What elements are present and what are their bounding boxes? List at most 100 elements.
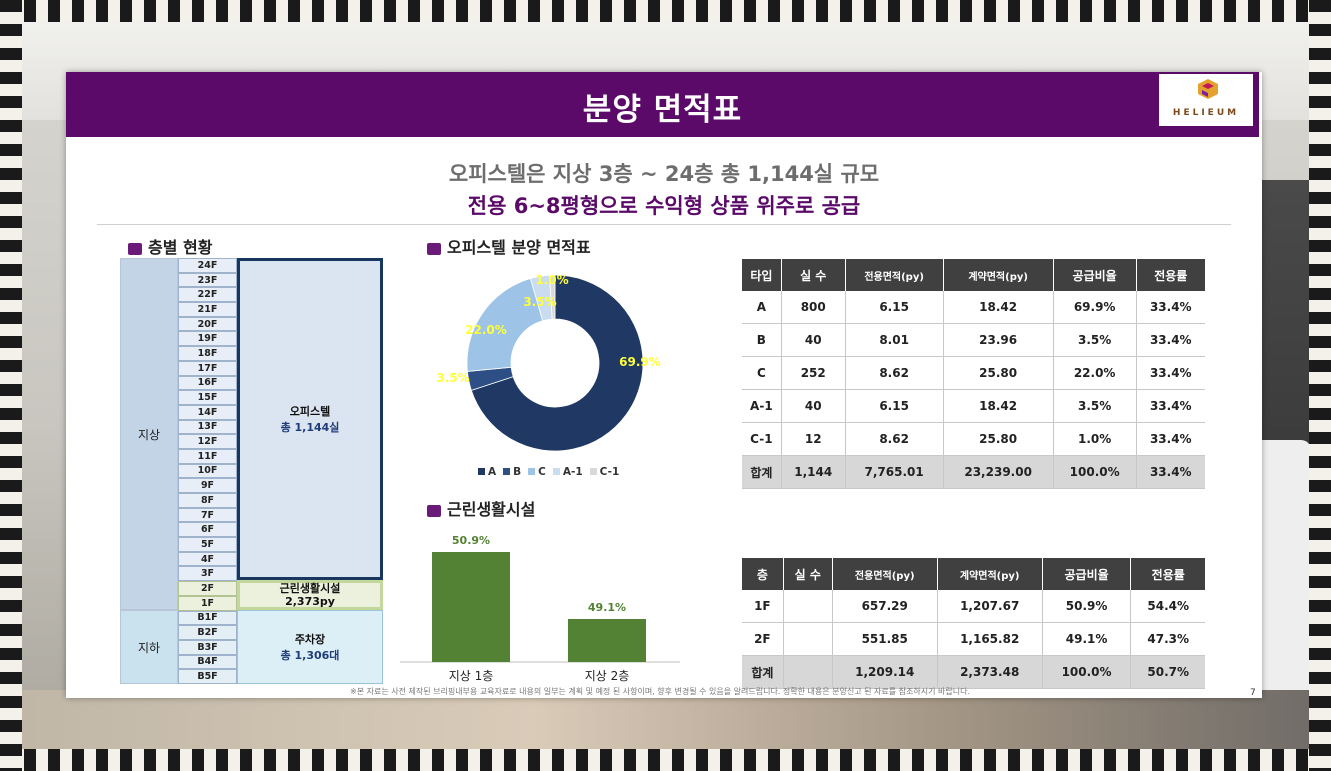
- section-office-title: 오피스텔 분양 면적표: [447, 238, 591, 257]
- section-office: 오피스텔 분양 면적표: [427, 234, 591, 258]
- section-floors-title: 층별 현황: [148, 238, 213, 257]
- floor-cell-11f: 11F: [178, 448, 237, 464]
- brand-logo: HELIEUM: [1159, 74, 1253, 126]
- table-cell: 40: [781, 323, 846, 357]
- divider: [97, 224, 1231, 225]
- headline-2: 전용 6~8평형으로 수익형 상품 위주로 공급: [467, 194, 861, 218]
- table-cell: [783, 622, 833, 656]
- table-cell: 2F: [742, 622, 784, 656]
- donut-label-a-1: 3.5%: [523, 295, 556, 309]
- slide-title: 분양 면적표: [582, 92, 743, 128]
- floor-cell-17f: 17F: [178, 360, 237, 376]
- table-cell: 8.62: [845, 422, 944, 456]
- table-cell: 33.4%: [1136, 323, 1205, 357]
- donut-label-b: 3.5%: [436, 371, 469, 385]
- frame-border-left: [0, 0, 22, 771]
- legend-swatch: [478, 468, 485, 475]
- bar-category-label-1: 지상 1층: [449, 669, 494, 683]
- headline-1: 오피스텔은 지상 3층 ~ 24층 총 1,144실 규모: [448, 162, 880, 186]
- table-row: B 40 8.01 23.96 3.5% 33.4%: [742, 323, 1205, 357]
- retail-table-header-3: 계약면적(py): [937, 558, 1043, 590]
- donut-legend: A B C A-1 C-1: [478, 466, 626, 478]
- legend-item-c-1: C-1: [589, 466, 619, 478]
- office-count: 총 1,144실: [280, 421, 340, 434]
- table-cell: 1,165.82: [937, 622, 1043, 656]
- table-cell: 69.9%: [1053, 291, 1137, 324]
- table-row: A 800 6.15 18.42 69.9% 33.4%: [742, 291, 1205, 324]
- legend-swatch: [528, 468, 536, 475]
- office-table-header-5: 전용률: [1136, 259, 1205, 291]
- table-cell: 7,765.01: [845, 455, 944, 489]
- floor-cell-4f: 4F: [178, 551, 237, 567]
- below-ground-label: 지하: [120, 610, 178, 684]
- bar-value-label-1: 50.9%: [452, 534, 490, 547]
- title-banner: 분양 면적표: [66, 72, 1259, 137]
- table-cell: 33.4%: [1136, 422, 1205, 456]
- office-table-header-1: 실 수: [781, 259, 846, 291]
- table-cell: 6.15: [845, 291, 944, 324]
- table-row: 1F 657.29 1,207.67 50.9% 54.4%: [742, 590, 1205, 623]
- office-area-table: 타입 실 수 전용면적(py) 계약면적(py) 공급비율 전용률 A 800 6.15 18.…: [742, 259, 1205, 489]
- retail-bar-chart: 50.9% 지상 1층 49.1% 지상 2층: [400, 534, 680, 683]
- table-row: C-1 12 8.62 25.80 1.0% 33.4%: [742, 422, 1205, 456]
- floor-cell-21f: 21F: [178, 302, 237, 317]
- brand-name: HELIEUM: [1172, 108, 1240, 118]
- table-cell: A: [742, 291, 782, 324]
- floor-cell-b5f: B5F: [178, 669, 237, 684]
- table-cell: 1,209.14: [832, 655, 938, 689]
- floor-cell-16f: 16F: [178, 375, 237, 391]
- floor-cell-1f: 1F: [178, 595, 237, 611]
- legend-swatch: [552, 468, 560, 475]
- parking-name: 주차장: [294, 633, 326, 646]
- table-row: C 252 8.62 25.80 22.0% 33.4%: [742, 356, 1205, 390]
- floor-cell-24f: 24F: [178, 258, 237, 273]
- table-cell: 1,207.67: [937, 590, 1043, 623]
- table-cell: 100.0%: [1053, 455, 1137, 489]
- logo-icon: [1198, 79, 1218, 99]
- floor-cell-2f: 2F: [178, 581, 237, 596]
- table-cell: 25.80: [943, 422, 1054, 456]
- floor-cell-8f: 8F: [178, 493, 237, 508]
- office-table-header-2: 전용면적(py): [845, 259, 944, 291]
- table-cell: 33.4%: [1136, 291, 1205, 324]
- donut-label-c: 22.0%: [465, 323, 507, 337]
- table-cell: 합계: [742, 455, 782, 489]
- table-cell: [783, 655, 833, 689]
- table-cell: 657.29: [832, 590, 938, 623]
- retail-table-header-5: 전용률: [1130, 558, 1205, 590]
- floor-cell-5f: 5F: [178, 537, 237, 552]
- floor-cell-6f: 6F: [178, 522, 237, 538]
- frame-border-right: [1309, 0, 1331, 771]
- donut-slice-c-1: [549, 274, 556, 320]
- page-number: 7: [1250, 688, 1256, 698]
- table-cell: 1F: [742, 590, 784, 623]
- donut-label-c-1: 1.0%: [535, 273, 568, 287]
- retail-table-header-0: 층: [742, 558, 784, 590]
- table-cell: 50.7%: [1130, 655, 1205, 689]
- retail-table-header-2: 전용면적(py): [832, 558, 938, 590]
- floor-cell-10f: 10F: [178, 463, 237, 479]
- floor-cell-20f: 20F: [178, 316, 237, 332]
- legend-swatch: [589, 468, 597, 475]
- office-table-header-0: 타입: [742, 259, 782, 291]
- table-cell: 8.62: [845, 356, 944, 390]
- floor-cell-9f: 9F: [178, 478, 237, 494]
- table-cell: 551.85: [832, 622, 938, 656]
- bar-value-label-2: 49.1%: [588, 601, 626, 614]
- footnote: ※본 자료는 사전 제작된 브리핑내부용 교육자료로 내용의 일부는 계획 및 …: [350, 687, 970, 696]
- floor-cell-13f: 13F: [178, 419, 237, 435]
- retail-table-total-row: 합계 1,209.14 2,373.48 100.0% 50.7%: [742, 655, 1205, 689]
- table-cell: 8.01: [845, 323, 944, 357]
- table-cell: 33.4%: [1136, 455, 1205, 489]
- table-cell: 23.96: [943, 323, 1054, 357]
- legend-item-b: B: [503, 466, 521, 478]
- legend-item-a-1: A-1: [552, 466, 583, 478]
- retail-table-header-4: 공급비율: [1042, 558, 1132, 590]
- floor-cell-18f: 18F: [178, 346, 237, 361]
- table-cell: 47.3%: [1130, 622, 1205, 656]
- floor-cell-23f: 23F: [178, 272, 237, 288]
- floor-cell-15f: 15F: [178, 390, 237, 405]
- floor-stack: 지상 지하 오피스텔 총 1,144실 근린생활시설 2,373py 주차장 총…: [120, 258, 383, 684]
- table-cell: 100.0%: [1042, 655, 1132, 689]
- table-cell: 33.4%: [1136, 356, 1205, 390]
